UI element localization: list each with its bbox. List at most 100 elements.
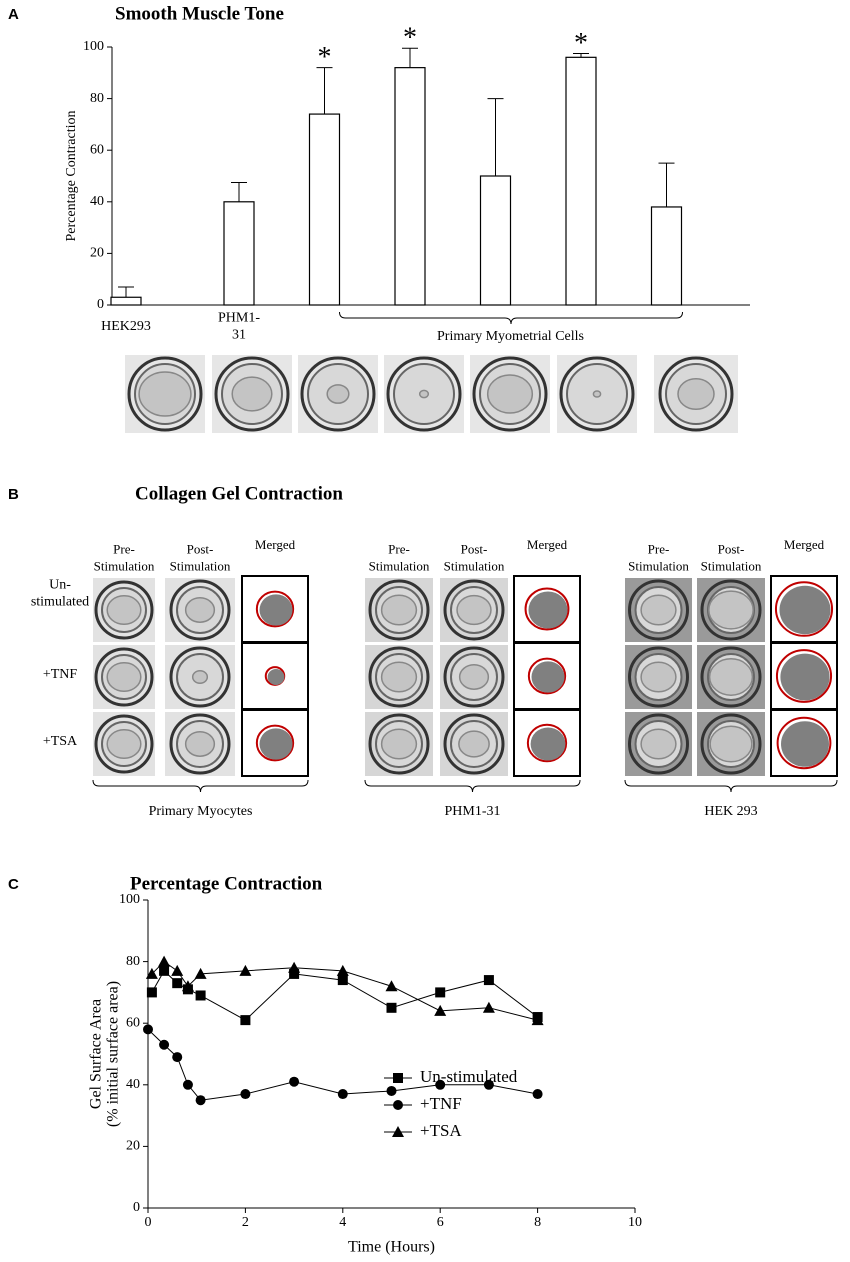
merged-outline — [776, 716, 832, 770]
y-tick-label: 80 — [90, 91, 104, 106]
gel — [458, 664, 490, 690]
y-tick-label: 40 — [90, 194, 104, 209]
column-header: Post-Stimulation — [170, 541, 231, 573]
gel — [708, 590, 754, 630]
merged-gel — [528, 591, 568, 629]
error-bar — [231, 181, 247, 202]
well-rim — [628, 579, 689, 641]
x-tick-label: 10 — [628, 1215, 642, 1230]
merged-outline — [526, 723, 568, 763]
gel — [106, 594, 142, 626]
well-rim — [700, 646, 762, 708]
y-tick-label: 0 — [133, 1200, 140, 1215]
marker — [386, 1085, 397, 1096]
well-rim — [368, 579, 430, 641]
gel — [677, 377, 715, 411]
column-header: Pre-Stimulation — [94, 541, 155, 573]
well-rim — [443, 579, 505, 641]
merged-outline — [527, 657, 567, 695]
well-rim — [169, 713, 231, 775]
bar — [308, 113, 341, 306]
merged-gel — [531, 661, 565, 693]
bracket — [624, 779, 838, 793]
y-tick-label: 100 — [83, 39, 104, 54]
marker — [336, 964, 349, 976]
chart-title: Smooth Muscle Tone — [115, 3, 284, 24]
well-rim — [94, 580, 154, 640]
column-header: Post-Stimulation — [701, 541, 762, 573]
marker — [289, 968, 300, 979]
y-tick-label: 60 — [126, 1015, 140, 1030]
merged-outline — [775, 649, 833, 703]
x-tick-label: 6 — [437, 1215, 444, 1230]
legend-label: +TNF — [420, 1094, 462, 1113]
y-tick-label: 0 — [97, 297, 104, 312]
well-rim — [169, 646, 231, 708]
bar — [110, 296, 142, 306]
error-bar — [316, 67, 333, 115]
well-rim — [368, 713, 430, 775]
error-bar — [573, 52, 589, 58]
marker — [158, 955, 171, 967]
well-rim — [94, 714, 154, 774]
merged-gel — [530, 727, 566, 761]
well-rim — [700, 713, 762, 775]
legend-marker — [393, 1073, 403, 1083]
y-tick-label: 80 — [126, 954, 140, 969]
gel — [138, 371, 192, 417]
marker — [385, 980, 398, 992]
well-rim — [169, 579, 231, 641]
merged-gel — [267, 669, 285, 685]
marker — [182, 1079, 193, 1090]
x-tick-label: 2 — [242, 1215, 249, 1230]
gel — [418, 389, 430, 399]
column-header: Pre-Stimulation — [628, 541, 689, 573]
bracket — [92, 779, 309, 793]
marker — [531, 1014, 544, 1026]
marker — [240, 1089, 251, 1100]
marker — [289, 1076, 300, 1087]
gel — [184, 597, 216, 623]
well-rim — [443, 646, 505, 708]
y-axis-label: Percentage Contraction — [64, 110, 79, 241]
gel — [592, 390, 602, 398]
group-label: PHM1-31 — [444, 804, 500, 819]
marker — [159, 1039, 170, 1050]
well-rim — [386, 356, 462, 432]
bracket — [364, 779, 581, 793]
marker — [171, 964, 184, 976]
well-rim — [127, 356, 203, 432]
row-label: Un-stimulated — [31, 578, 89, 610]
significance-mark: * — [403, 23, 417, 54]
marker — [195, 990, 206, 1001]
well-rim — [300, 356, 376, 432]
marker — [239, 964, 252, 976]
gel — [380, 594, 418, 626]
legend-marker — [392, 1126, 404, 1137]
error-bar — [658, 162, 675, 207]
marker — [337, 975, 348, 986]
marker — [143, 1024, 153, 1035]
column-header: Merged — [784, 537, 825, 552]
marker — [181, 980, 194, 992]
bar — [394, 67, 426, 306]
bar — [650, 206, 683, 306]
well-rim — [628, 646, 689, 708]
well-rim — [443, 713, 505, 775]
merged-outline — [255, 724, 295, 762]
y-tick-label: 40 — [126, 1077, 140, 1092]
gel — [326, 384, 350, 404]
marker — [434, 1004, 447, 1016]
merged-outline — [524, 587, 570, 631]
well-rim — [628, 713, 689, 775]
significance-mark: * — [318, 42, 332, 73]
y-axis-label: Gel Surface Area(% initial surface area) — [87, 981, 121, 1127]
marker — [435, 1079, 446, 1090]
legend-label: +TSA — [420, 1121, 462, 1140]
well-rim — [94, 647, 154, 707]
gel — [640, 661, 677, 693]
gel — [456, 594, 492, 626]
merged-outline — [774, 581, 834, 637]
x-tick-label: 4 — [339, 1215, 346, 1230]
group-label: Primary Myometrial Cells — [437, 329, 584, 344]
